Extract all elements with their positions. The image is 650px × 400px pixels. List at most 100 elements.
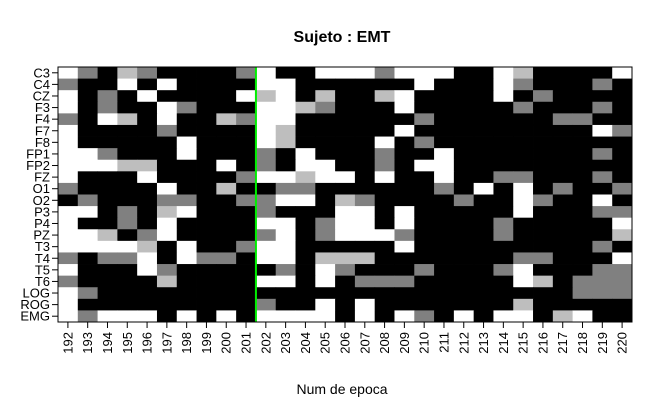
heatmap-cell — [196, 240, 217, 253]
heatmap-cell — [533, 287, 554, 300]
x-tick-label: 200 — [219, 332, 234, 354]
heatmap-cell — [315, 229, 336, 242]
heatmap-cell — [196, 171, 217, 184]
heatmap-cell — [572, 124, 593, 137]
heatmap-cell — [58, 159, 79, 172]
heatmap-cell — [513, 252, 534, 265]
heatmap-cell — [315, 275, 336, 288]
heatmap-cell — [434, 240, 455, 253]
heatmap-cell — [394, 159, 415, 172]
heatmap-cell — [453, 264, 475, 277]
heatmap-cell — [137, 124, 158, 137]
heatmap-cell — [354, 310, 376, 323]
heatmap-cell — [513, 171, 534, 184]
heatmap-cell — [97, 217, 118, 230]
x-tick-label: 217 — [555, 332, 570, 354]
heatmap-cell — [513, 124, 534, 137]
heatmap-cell — [236, 194, 257, 207]
heatmap-cell — [414, 159, 435, 172]
heatmap-cell — [612, 275, 633, 288]
heatmap-cell — [315, 78, 336, 91]
y-tick-label: C4 — [33, 77, 50, 92]
heatmap-cell — [394, 252, 415, 265]
heatmap-cell — [196, 217, 217, 230]
heatmap-cell — [315, 159, 336, 172]
y-tick-label: CZ — [33, 88, 50, 103]
heatmap-cell — [354, 148, 376, 161]
heatmap-cell — [374, 78, 395, 91]
heatmap-cell — [236, 252, 257, 265]
heatmap-cell — [335, 252, 356, 265]
heatmap-cell — [374, 194, 395, 207]
x-tick-label: 212 — [456, 332, 471, 354]
heatmap-cell — [117, 113, 138, 126]
heatmap-cell — [453, 252, 475, 265]
heatmap-cell — [236, 90, 257, 103]
heatmap-cell — [453, 148, 475, 161]
heatmap-cell — [572, 101, 593, 114]
heatmap-cell — [156, 298, 178, 311]
x-tick-label: 214 — [496, 332, 511, 354]
heatmap-cell — [414, 229, 435, 242]
heatmap-cell — [513, 206, 534, 219]
heatmap-cell — [354, 171, 376, 184]
heatmap-cell — [117, 159, 138, 172]
heatmap-cell — [533, 194, 554, 207]
heatmap-cell — [58, 229, 79, 242]
heatmap-cell — [473, 124, 494, 137]
y-tick-label: O1 — [33, 181, 50, 196]
heatmap-cell — [434, 136, 455, 149]
heatmap-cell — [552, 194, 574, 207]
heatmap-cell — [493, 240, 514, 253]
heatmap-cell — [216, 252, 237, 265]
heatmap-cell — [137, 101, 158, 114]
heatmap-cell — [434, 252, 455, 265]
heatmap-cell — [275, 217, 296, 230]
x-tick-label: 219 — [595, 332, 610, 354]
heatmap-cell — [592, 78, 613, 91]
heatmap-cell — [374, 252, 395, 265]
heatmap-cell — [335, 229, 356, 242]
heatmap-cell — [137, 67, 158, 79]
heatmap-cell — [414, 136, 435, 149]
heatmap-cell — [453, 298, 475, 311]
heatmap-cell — [117, 275, 138, 288]
heatmap-cell — [592, 124, 613, 137]
heatmap-cell — [572, 113, 593, 126]
heatmap-cell — [77, 90, 98, 103]
heatmap-cell — [335, 67, 356, 79]
heatmap-cell — [533, 264, 554, 277]
heatmap-cell — [236, 113, 257, 126]
heatmap-cell — [77, 113, 98, 126]
heatmap-cell — [236, 264, 257, 277]
heatmap-cell — [117, 171, 138, 184]
heatmap-cell — [414, 194, 435, 207]
heatmap-cell — [295, 194, 316, 207]
heatmap-cell — [315, 124, 336, 137]
heatmap-cell — [58, 171, 79, 184]
heatmap-cell — [552, 67, 574, 79]
heatmap-cell — [434, 275, 455, 288]
heatmap-cell — [394, 78, 415, 91]
heatmap-cell — [453, 217, 475, 230]
heatmap-cell — [354, 287, 376, 300]
heatmap-cell — [453, 240, 475, 253]
heatmap-cell — [255, 298, 277, 311]
heatmap-cell — [275, 229, 296, 242]
heatmap-cell — [394, 148, 415, 161]
heatmap-cell — [137, 252, 158, 265]
heatmap-cell — [275, 240, 296, 253]
heatmap-cell — [196, 136, 217, 149]
heatmap-cell — [216, 310, 237, 323]
heatmap-cell — [77, 136, 98, 149]
heatmap-cell — [592, 113, 613, 126]
heatmap-cell — [255, 287, 277, 300]
heatmap-cell — [236, 240, 257, 253]
heatmap-cell — [77, 252, 98, 265]
heatmap-cell — [58, 298, 79, 311]
heatmap-cell — [216, 298, 237, 311]
heatmap-cell — [295, 229, 316, 242]
heatmap-cell — [156, 90, 178, 103]
heatmap-cell — [255, 206, 277, 219]
heatmap-cell — [493, 171, 514, 184]
